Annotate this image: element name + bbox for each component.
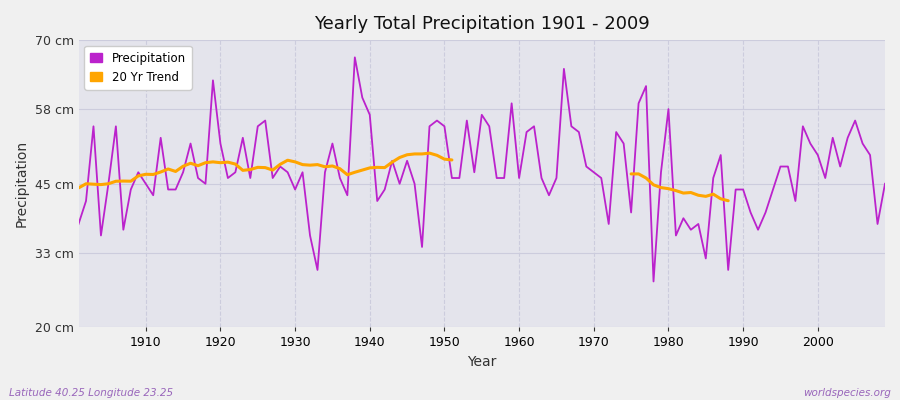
Precipitation: [133, 170, 144, 175]
Precipitation: [297, 170, 308, 175]
Precipitation: [73, 222, 84, 226]
20 Yr Trend: [320, 164, 330, 169]
20 Yr Trend: [193, 163, 203, 168]
Title: Yearly Total Precipitation 1901 - 2009: Yearly Total Precipitation 1901 - 2009: [314, 15, 650, 33]
X-axis label: Year: Year: [467, 355, 497, 369]
Precipitation: [648, 279, 659, 284]
Y-axis label: Precipitation: Precipitation: [15, 140, 29, 227]
Precipitation: [349, 55, 360, 60]
20 Yr Trend: [446, 158, 457, 162]
20 Yr Trend: [156, 170, 166, 174]
Legend: Precipitation, 20 Yr Trend: Precipitation, 20 Yr Trend: [85, 46, 192, 90]
20 Yr Trend: [73, 186, 84, 190]
Text: Latitude 40.25 Longitude 23.25: Latitude 40.25 Longitude 23.25: [9, 388, 173, 398]
20 Yr Trend: [185, 161, 196, 166]
Precipitation: [611, 130, 622, 134]
Precipitation: [879, 181, 890, 186]
Line: Precipitation: Precipitation: [78, 57, 885, 282]
Line: 20 Yr Trend: 20 Yr Trend: [78, 153, 452, 188]
20 Yr Trend: [424, 151, 435, 156]
Precipitation: [342, 193, 353, 198]
Precipitation: [521, 130, 532, 134]
20 Yr Trend: [439, 157, 450, 162]
Text: worldspecies.org: worldspecies.org: [803, 388, 891, 398]
20 Yr Trend: [342, 172, 353, 177]
Precipitation: [514, 176, 525, 180]
